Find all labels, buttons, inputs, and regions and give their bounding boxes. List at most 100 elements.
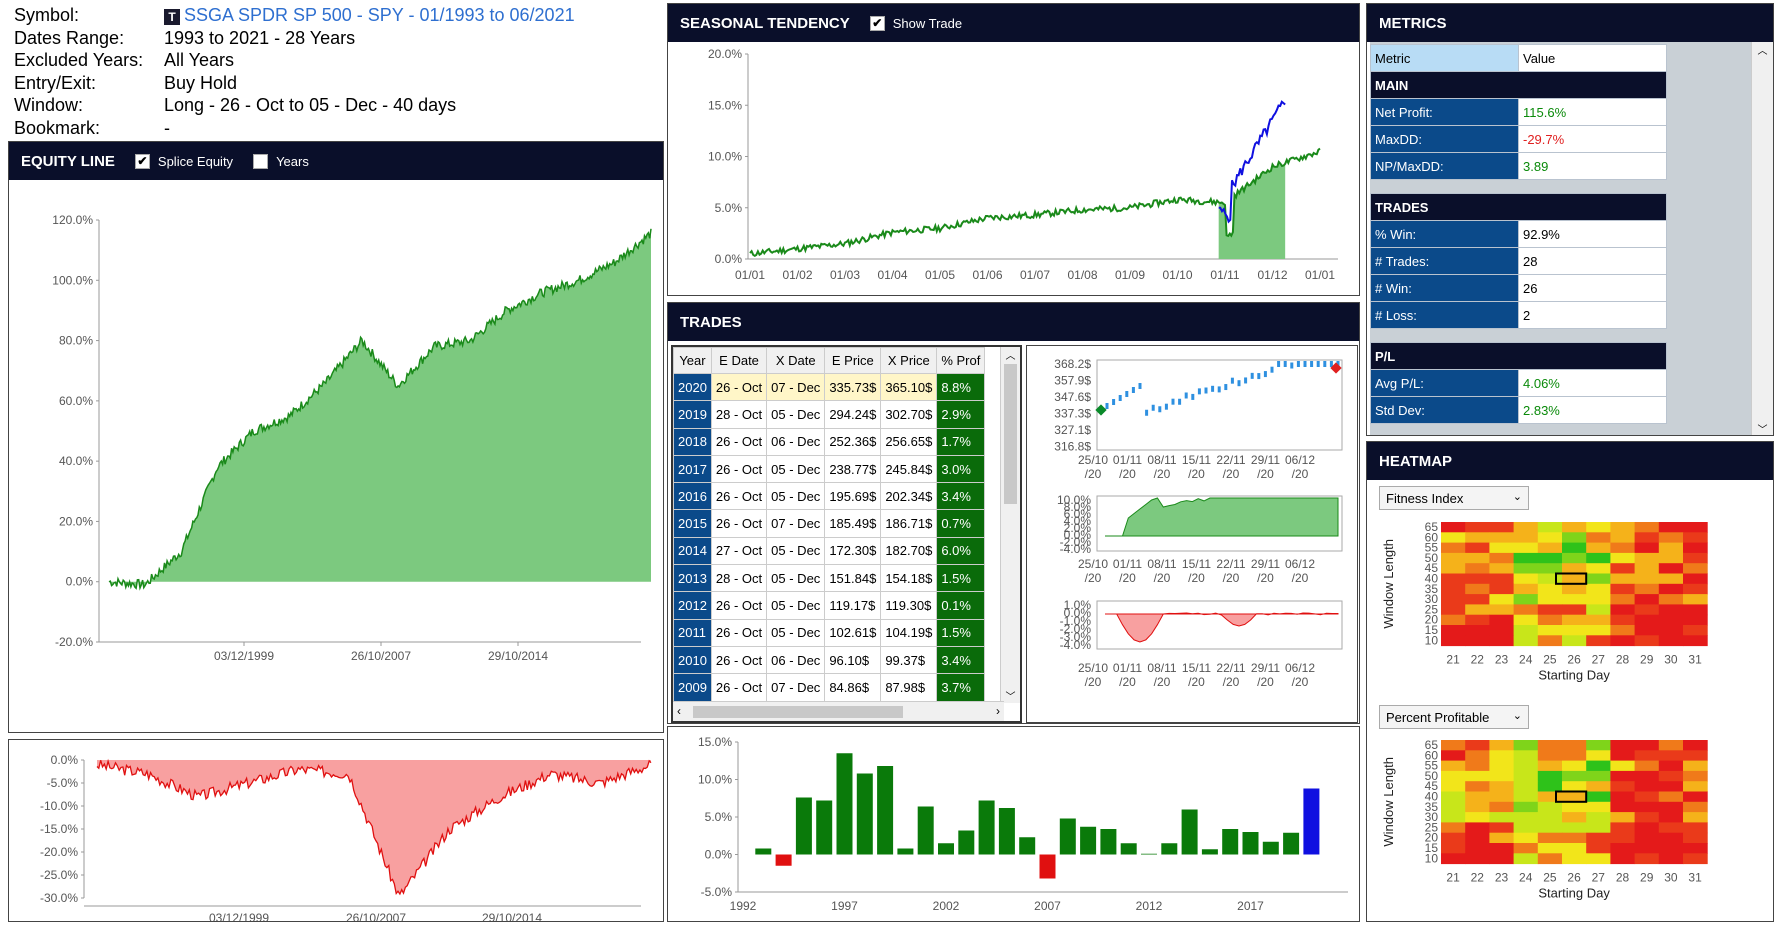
table-cell: 151.84$ <box>824 564 882 593</box>
heatmap-cell <box>1634 614 1660 626</box>
table-cell: 6.0% <box>936 536 986 566</box>
heatmap-cell <box>1537 801 1563 813</box>
trades-col-header[interactable]: E Price <box>824 347 882 374</box>
metric-row[interactable]: # Win: 26 <box>1370 274 1667 302</box>
metrics-scroll-up-icon[interactable]: ︿ <box>1757 46 1768 57</box>
heatmap-y-label: Window Length <box>1381 539 1396 629</box>
heatmap-cell <box>1513 552 1539 564</box>
scroll-up-icon[interactable]: ︿ <box>1005 351 1016 362</box>
value-col-header[interactable]: Value <box>1518 44 1667 72</box>
heatmap-cell <box>1610 750 1636 762</box>
vscroll-thumb[interactable] <box>1004 364 1017 504</box>
trades-hscrollbar[interactable]: ‹ › <box>673 701 1004 721</box>
yearbars-x-tick: 1997 <box>831 899 858 913</box>
heatmap-cell <box>1489 832 1515 844</box>
table-row[interactable]: 2017 26 - Oct 05 - Dec 238.77$ 245.84$ 3.0% <box>673 454 986 484</box>
heatmap-cell <box>1513 801 1539 813</box>
trades-header: TRADES <box>668 303 1359 341</box>
trades-vscrollbar[interactable]: ︿ ﹀ <box>1000 347 1020 703</box>
metrics-scrollbar[interactable]: ︿ ﹀ <box>1751 42 1773 436</box>
metric-row[interactable]: Std Dev: 2.83% <box>1370 396 1667 424</box>
trades-col-header[interactable]: Year <box>673 347 712 374</box>
heatmap-cell <box>1658 781 1684 792</box>
table-row[interactable]: 2010 26 - Oct 06 - Dec 96.10$ 99.37$ 3.4% <box>673 645 986 675</box>
trades-col-header[interactable]: X Price <box>880 347 938 374</box>
heatmap-cell <box>1658 740 1684 751</box>
metric-row[interactable]: MaxDD: -29.7% <box>1370 125 1667 153</box>
table-row[interactable]: 2014 27 - Oct 05 - Dec 172.30$ 182.70$ 6.0% <box>673 536 986 566</box>
heatmap-cell <box>1441 635 1466 647</box>
table-cell: 1.7% <box>936 427 986 456</box>
table-row[interactable]: 2016 26 - Oct 05 - Dec 195.69$ 202.34$ 3.4% <box>673 482 986 511</box>
splice-equity-checkbox[interactable]: ✔ <box>134 153 150 169</box>
price-candle <box>1290 362 1294 369</box>
table-row[interactable]: 2018 26 - Oct 06 - Dec 252.36$ 256.65$ 1.7% <box>673 427 986 456</box>
drawdown-panel: 0.0% -5.0% -10.0% -15.0% -20.0% -25.0% -30.0% 0… <box>8 739 664 925</box>
heatmap-cell <box>1634 781 1660 792</box>
heatmap-cell <box>1441 750 1466 762</box>
metric-key: # Trades: <box>1370 247 1519 275</box>
show-trade-checkbox[interactable]: ✔ <box>869 15 885 31</box>
table-row[interactable]: 2013 28 - Oct 05 - Dec 151.84$ 154.18$ 1.5% <box>673 564 986 593</box>
heatmap-selected-cell <box>1555 572 1588 585</box>
heatmap-cell <box>1586 563 1611 574</box>
scroll-left-icon[interactable]: ‹ <box>677 704 681 718</box>
heatmap-cell <box>1683 770 1708 782</box>
scroll-right-icon[interactable]: › <box>996 704 1000 718</box>
trades-col-header[interactable]: E Date <box>710 347 768 374</box>
heatmap-cell <box>1683 604 1708 616</box>
heatmap-cell <box>1658 625 1684 636</box>
metric-row[interactable]: # Loss: 2 <box>1370 301 1667 329</box>
years-checkbox[interactable] <box>253 153 269 169</box>
trades-table: Year E Date X Date E Price X Price% Prof 2020… <box>673 347 986 702</box>
metric-row[interactable]: Net Profit: 115.6% <box>1370 98 1667 126</box>
metric-row[interactable]: % Win: 92.9% <box>1370 220 1667 248</box>
heatmap-y-tick: 30 <box>1425 592 1439 606</box>
heatmap-cell <box>1610 760 1636 772</box>
metrics-scroll-down-icon[interactable]: ﹀ <box>1757 425 1768 436</box>
equity-panel: EQUITY LINE ✔ Splice Equity Years 120.0% 1… <box>8 141 664 733</box>
metric-value: 2 <box>1518 301 1667 329</box>
heatmap-cell <box>1537 812 1563 823</box>
heatmap-metric-select-2[interactable]: Percent Profitable ⌄ <box>1379 705 1529 729</box>
table-row[interactable]: 2012 26 - Oct 05 - Dec 119.17$ 119.30$ 0.1% <box>673 591 986 620</box>
pos-y-tick: 0.0% <box>1064 528 1092 542</box>
metric-row[interactable]: Avg P/L: 4.06% <box>1370 369 1667 397</box>
table-row[interactable]: 2019 28 - Oct 05 - Dec 294.24$ 302.70$ 2.9% <box>673 400 986 429</box>
heatmap-cell <box>1513 822 1539 834</box>
price-candle <box>1336 361 1340 367</box>
hscroll-thumb[interactable] <box>693 706 903 718</box>
year-bar <box>938 843 954 855</box>
metric-row[interactable]: NP/MaxDD: 3.89 <box>1370 152 1667 180</box>
metric-col-header[interactable]: Metric <box>1370 44 1519 72</box>
seasonal-line <box>749 147 1321 257</box>
heatmap-cell <box>1610 563 1636 574</box>
trades-col-header[interactable]: % Prof <box>936 347 986 374</box>
heatmap-cell <box>1658 843 1684 854</box>
heatmap-cell <box>1634 532 1660 544</box>
table-row[interactable]: 2009 26 - Oct 07 - Dec 84.86$ 87.98$ 3.7% <box>673 673 986 702</box>
table-row[interactable]: 2015 26 - Oct 07 - Dec 185.49$ 186.71$ 0.7% <box>673 509 986 538</box>
heatmap-cell <box>1658 594 1684 605</box>
metric-row[interactable]: # Trades: 28 <box>1370 247 1667 275</box>
symbol-link[interactable]: SSGA SPDR SP 500 - SPY - 01/1993 to 06/2… <box>184 5 575 25</box>
price-candle <box>1112 399 1116 405</box>
heatmap-cell <box>1513 843 1539 854</box>
drawdown-y-tick: -10.0% <box>40 799 78 813</box>
date-tick: /20 <box>1085 571 1102 585</box>
equity-y-tick: 20.0% <box>59 514 93 528</box>
neg-y-tick: -1.0% <box>1060 614 1092 628</box>
entry-value: Buy Hold <box>164 72 238 93</box>
date-tick: /20 <box>1223 571 1240 585</box>
heatmap-cell <box>1562 760 1587 772</box>
date-tick: 25/10 <box>1078 453 1108 467</box>
equity-title: EQUITY LINE <box>21 152 115 170</box>
date-tick: 08/11 <box>1147 661 1176 675</box>
heatmap-y-tick: 15 <box>1425 841 1439 855</box>
table-row[interactable]: 2020 26 - Oct 07 - Dec 335.73$ 365.10$ 8.8% <box>673 372 986 402</box>
heatmap-cell <box>1610 583 1636 595</box>
table-row[interactable]: 2011 26 - Oct 05 - Dec 102.61$ 104.19$ 1.5% <box>673 618 986 647</box>
trades-col-header[interactable]: X Date <box>766 347 826 374</box>
scroll-down-icon[interactable]: ﹀ <box>1005 692 1016 703</box>
heatmap-metric-select-1[interactable]: Fitness Index ⌄ <box>1379 486 1529 510</box>
